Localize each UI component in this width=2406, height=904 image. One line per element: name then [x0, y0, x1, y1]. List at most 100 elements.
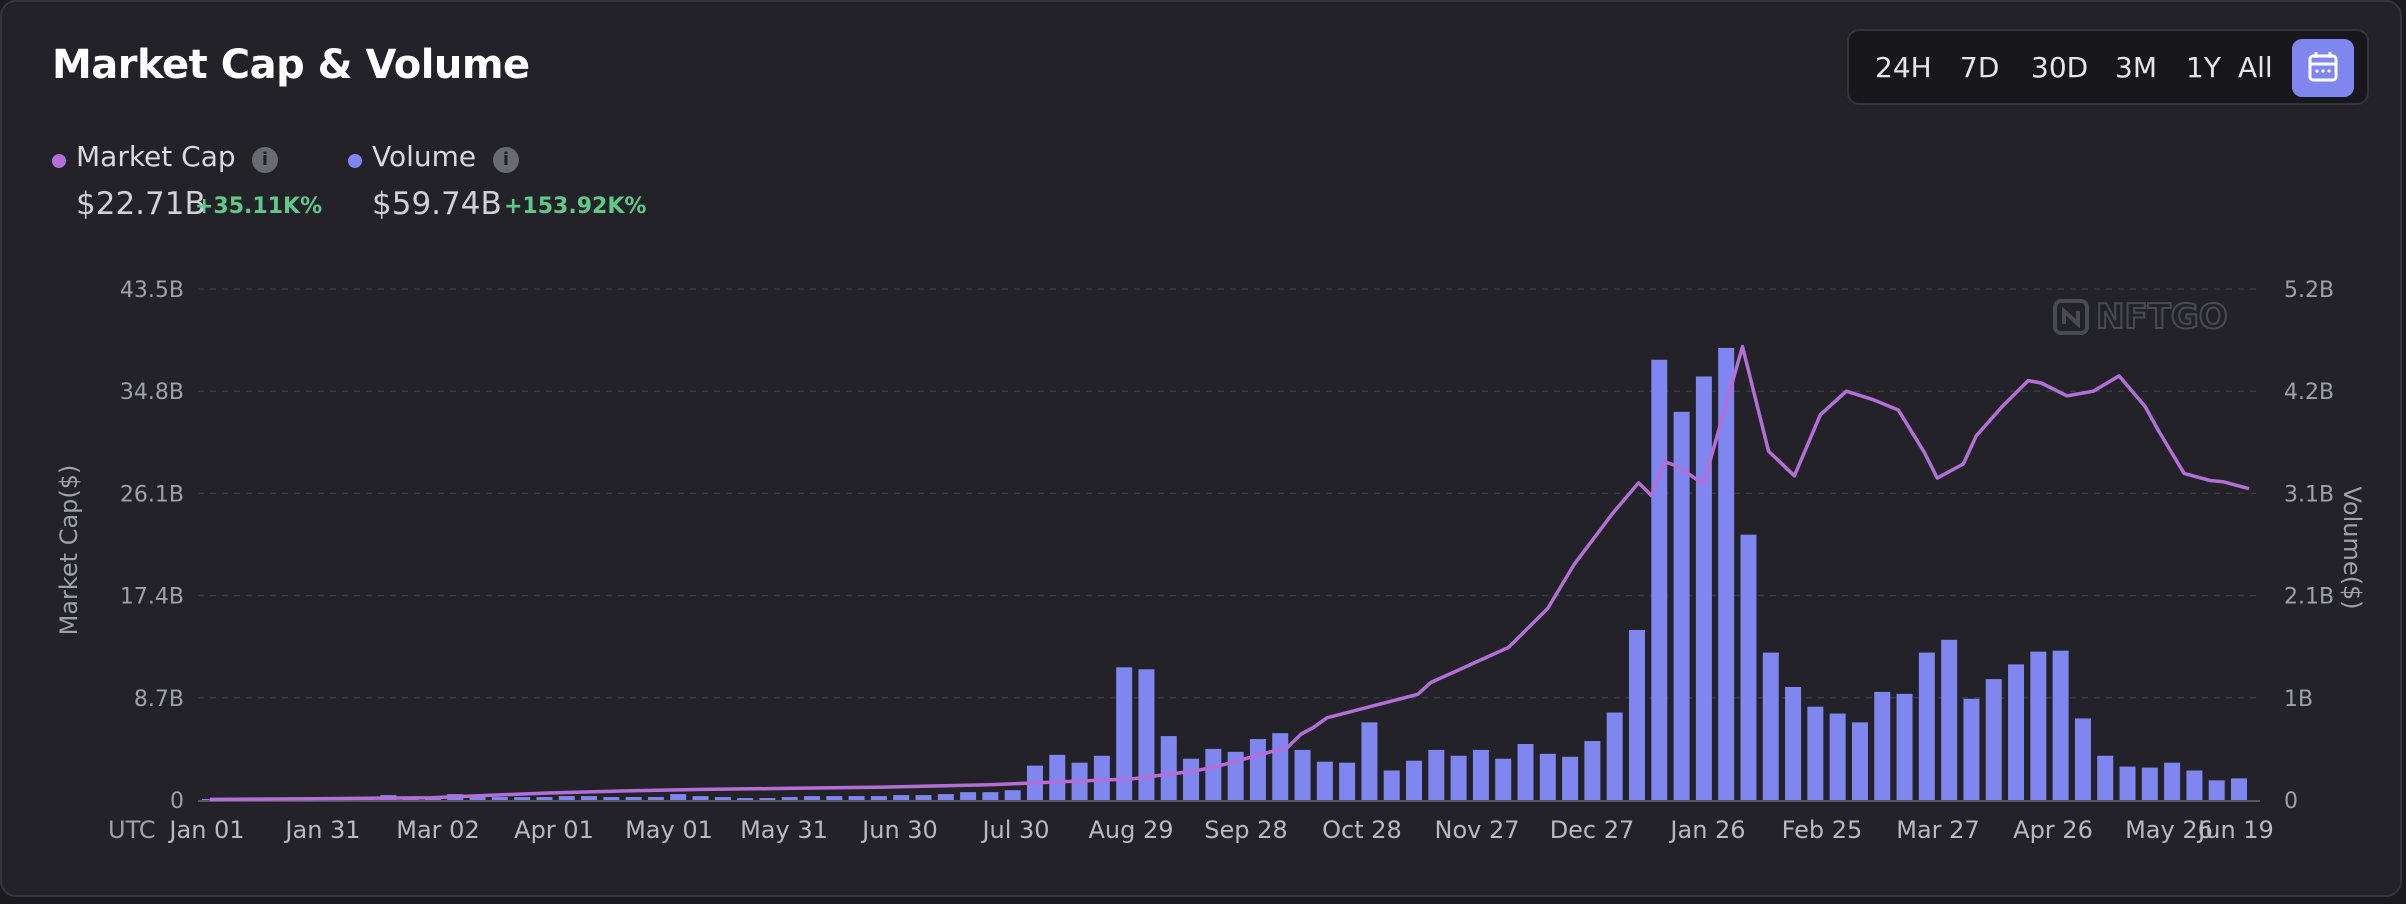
volume-bar[interactable] — [1785, 686, 1802, 800]
volume-bar[interactable] — [915, 795, 932, 800]
volume-bar[interactable] — [1807, 706, 1824, 800]
volume-bar[interactable] — [2074, 718, 2091, 800]
volume-bar[interactable] — [781, 797, 798, 800]
range-3m-button[interactable]: 3M — [2115, 51, 2157, 84]
volume-bar[interactable] — [1740, 534, 1757, 800]
x-tick-label: Mar 27 — [1896, 816, 1979, 844]
volume-bar[interactable] — [1606, 712, 1623, 800]
volume-bar[interactable] — [1673, 411, 1690, 800]
volume-bar[interactable] — [1138, 669, 1155, 800]
volume-bar[interactable] — [848, 796, 865, 800]
volume-bar[interactable] — [982, 792, 999, 800]
volume-bar[interactable] — [714, 797, 731, 800]
volume-bar[interactable] — [514, 797, 531, 800]
volume-bar[interactable] — [1829, 713, 1846, 800]
volume-bar[interactable] — [670, 794, 687, 800]
volume-bar[interactable] — [1361, 722, 1378, 800]
volume-bar[interactable] — [1896, 693, 1913, 800]
volume-bar[interactable] — [804, 796, 821, 800]
volume-bar[interactable] — [1762, 652, 1779, 800]
volume-bar[interactable] — [1294, 749, 1311, 800]
range-30d-button[interactable]: 30D — [2031, 51, 2089, 84]
volume-bar[interactable] — [1695, 376, 1712, 800]
volume-bar[interactable] — [2030, 651, 2047, 800]
volume-bar[interactable] — [1472, 749, 1489, 800]
volume-bar[interactable] — [1450, 755, 1467, 800]
volume-bar[interactable] — [469, 797, 486, 800]
x-tick-label: Jun 19 — [2196, 816, 2274, 844]
volume-bar[interactable] — [603, 797, 620, 800]
volume-bar[interactable] — [2164, 762, 2181, 800]
range-7d-button[interactable]: 7D — [1960, 51, 2000, 84]
volume-bar[interactable] — [1428, 749, 1445, 800]
volume-bar[interactable] — [870, 796, 887, 800]
volume-legend-dot — [348, 154, 362, 168]
volume-bar[interactable] — [1183, 758, 1200, 800]
volume-bar[interactable] — [737, 798, 754, 800]
market-cap-info-icon[interactable]: i — [252, 147, 278, 173]
market-cap-legend-label[interactable]: Market Cap — [76, 140, 236, 173]
volume-bar[interactable] — [1718, 347, 1735, 800]
volume-bar[interactable] — [491, 797, 508, 800]
volume-bar[interactable] — [581, 796, 598, 800]
volume-bar[interactable] — [1049, 754, 1066, 800]
volume-bar[interactable] — [692, 796, 709, 800]
y-tick-label: 34.8B — [120, 380, 184, 405]
volume-bar[interactable] — [2208, 780, 2225, 800]
volume-bar[interactable] — [1339, 762, 1356, 800]
volume-bar[interactable] — [1272, 733, 1289, 800]
volume-bar[interactable] — [960, 792, 977, 800]
volume-bar[interactable] — [2231, 778, 2247, 800]
volume-bar[interactable] — [1539, 753, 1556, 800]
volume-bar[interactable] — [202, 799, 218, 800]
x-tick-label: Jul 30 — [980, 816, 1049, 844]
volume-bar[interactable] — [1205, 748, 1222, 800]
volume-bar[interactable] — [625, 797, 642, 800]
volume-bar[interactable] — [2097, 755, 2114, 800]
calendar-button[interactable] — [2292, 39, 2354, 97]
volume-bar[interactable] — [1406, 760, 1423, 800]
volume-bar[interactable] — [1249, 739, 1266, 800]
volume-bar[interactable] — [2119, 766, 2136, 800]
volume-bar[interactable] — [2008, 664, 2025, 800]
range-1y-button[interactable]: 1Y — [2186, 51, 2221, 84]
volume-bar[interactable] — [1851, 722, 1868, 800]
volume-bar[interactable] — [1495, 758, 1512, 800]
volume-bar[interactable] — [1116, 667, 1133, 800]
volume-bar[interactable] — [937, 794, 954, 800]
volume-bar[interactable] — [1160, 736, 1177, 800]
volume-bar[interactable] — [1093, 755, 1110, 800]
volume-bar[interactable] — [1584, 741, 1601, 800]
volume-bar[interactable] — [2186, 770, 2203, 800]
volume-bar[interactable] — [1004, 790, 1021, 800]
volume-bar[interactable] — [1963, 698, 1980, 800]
market-cap-line[interactable] — [209, 344, 2250, 802]
volume-bar[interactable] — [1985, 679, 2002, 800]
volume-bar[interactable] — [1517, 743, 1534, 800]
volume-bar[interactable] — [1383, 770, 1400, 800]
volume-legend-label[interactable]: Volume — [372, 140, 477, 173]
y2-axis-title: Volume($) — [2338, 486, 2366, 609]
volume-bar[interactable] — [558, 796, 575, 800]
volume-bar[interactable] — [1316, 761, 1333, 800]
volume-bar[interactable] — [1918, 652, 1935, 800]
range-all-button[interactable]: All — [2238, 51, 2273, 84]
volume-bar[interactable] — [1874, 691, 1891, 800]
volume-bar[interactable] — [647, 797, 664, 800]
volume-info-icon[interactable]: i — [493, 147, 519, 173]
volume-bar[interactable] — [893, 795, 910, 800]
x-tick-label: May 01 — [625, 816, 713, 844]
volume-bar[interactable] — [1651, 359, 1668, 800]
x-tick-label: Aug 29 — [1088, 816, 1173, 844]
volume-bar[interactable] — [2141, 767, 2158, 800]
volume-bar[interactable] — [826, 796, 843, 800]
volume-bar[interactable] — [759, 798, 776, 800]
range-24h-button[interactable]: 24H — [1875, 51, 1932, 84]
volume-bar[interactable] — [2052, 650, 2069, 800]
volume-bar[interactable] — [1628, 629, 1645, 800]
volume-bar[interactable] — [1562, 756, 1579, 800]
volume-bar[interactable] — [536, 797, 553, 800]
volume-bar[interactable] — [1941, 639, 1958, 800]
y2-tick-label: 5.2B — [2284, 278, 2334, 303]
